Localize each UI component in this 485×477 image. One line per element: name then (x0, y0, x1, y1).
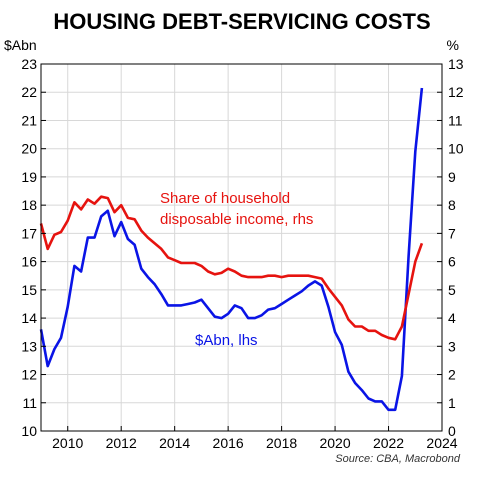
right-tick-label: 0 (448, 423, 456, 439)
left-tick-label: 14 (21, 310, 37, 326)
left-axis-unit: $Abn (4, 37, 37, 53)
right-tick-label: 3 (448, 338, 456, 354)
annotation-lhs-label: $Abn, lhs (195, 332, 258, 349)
left-tick-label: 23 (21, 56, 37, 72)
left-tick-label: 21 (21, 112, 37, 128)
left-tick-label: 13 (21, 338, 37, 354)
x-tick-label: 2016 (213, 435, 244, 451)
left-tick-label: 19 (21, 169, 37, 185)
x-tick-label: 2018 (266, 435, 297, 451)
x-tick-label: 2022 (373, 435, 404, 451)
right-tick-label: 7 (448, 225, 456, 241)
left-tick-label: 10 (21, 423, 37, 439)
x-tick-label: 2020 (319, 435, 350, 451)
right-tick-label: 11 (448, 112, 463, 128)
annotation-rhs-label: Share of household (160, 190, 290, 207)
gridlines (41, 64, 442, 431)
left-tick-label: 11 (22, 395, 37, 411)
annotations: Share of household disposable income, rhs… (160, 190, 313, 349)
series-line-lhs (39, 87, 424, 412)
left-tick-label: 15 (21, 282, 37, 298)
left-axis: 10 11 12 13 14 15 16 17 18 19 20 21 22 23 (21, 56, 46, 439)
right-tick-label: 5 (448, 282, 456, 298)
right-tick-label: 8 (448, 197, 456, 213)
series-lines (39, 87, 424, 412)
right-axis-unit: % (447, 37, 459, 53)
right-tick-label: 12 (448, 84, 464, 100)
source-note: Source: CBA, Macrobond (335, 453, 461, 465)
annotation-rhs-label: disposable income, rhs (160, 211, 313, 228)
left-tick-label: 16 (21, 254, 37, 270)
x-tick-label: 2014 (159, 435, 190, 451)
x-tick-label: 2012 (106, 435, 137, 451)
chart-title: HOUSING DEBT-SERVICING COSTS (53, 9, 430, 34)
right-tick-label: 6 (448, 254, 456, 270)
left-tick-label: 18 (21, 197, 37, 213)
series-line-rhs (39, 195, 424, 341)
x-axis: 2010 2012 2014 2016 2018 2020 2022 2024 (52, 426, 458, 451)
left-tick-label: 22 (21, 84, 37, 100)
left-tick-label: 12 (21, 367, 37, 383)
right-tick-label: 9 (448, 169, 456, 185)
right-tick-label: 4 (448, 310, 456, 326)
right-tick-label: 1 (448, 395, 456, 411)
x-tick-label: 2024 (426, 435, 457, 451)
right-tick-label: 2 (448, 367, 456, 383)
plot-frame (40, 63, 443, 432)
left-tick-label: 17 (21, 225, 37, 241)
right-tick-label: 13 (448, 56, 464, 72)
left-tick-label: 20 (21, 141, 37, 157)
x-tick-label: 2010 (52, 435, 83, 451)
right-tick-label: 10 (448, 141, 464, 157)
